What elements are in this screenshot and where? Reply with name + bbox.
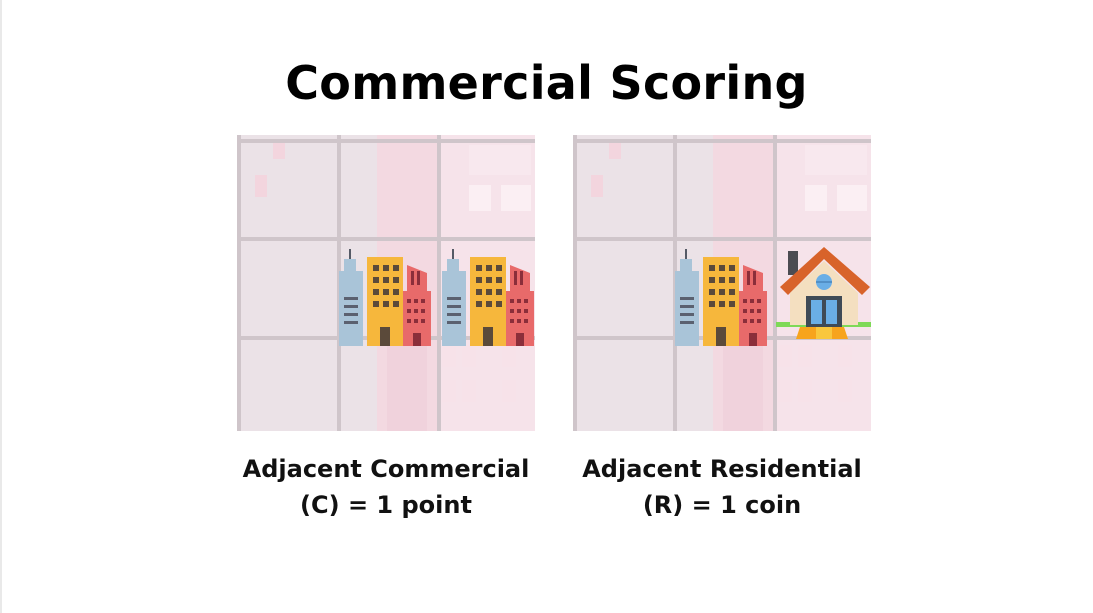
adjacent-residential-grid: [573, 135, 871, 431]
adjacent-commercial-caption: Adjacent Commercial (C) = 1 point: [216, 451, 556, 523]
caption-line-2: (C) = 1 point: [300, 491, 472, 519]
slide-left-edge: [0, 0, 2, 613]
adjacent-residential-caption: Adjacent Residential (R) = 1 coin: [552, 451, 892, 523]
caption-line-1: Adjacent Commercial: [242, 455, 530, 483]
caption-line-2: (R) = 1 coin: [642, 491, 802, 519]
adjacent-residential-panel: [573, 135, 871, 431]
adjacent-commercial-grid: [237, 135, 535, 431]
caption-line-1: Adjacent Residential: [582, 455, 862, 483]
residential-house-icon: [776, 247, 871, 339]
commercial-icon: [339, 249, 431, 346]
commercial-icon: [442, 249, 534, 346]
slide-title: Commercial Scoring: [285, 56, 808, 110]
commercial-icon: [675, 249, 767, 346]
adjacent-commercial-panel: [237, 135, 535, 431]
